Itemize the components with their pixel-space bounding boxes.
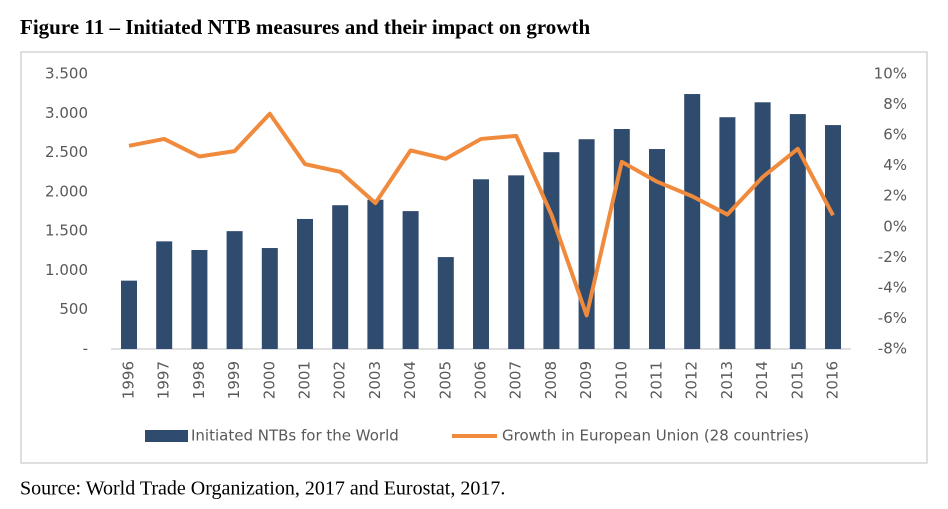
bar <box>191 250 208 349</box>
x-tick-label: 2008 <box>542 361 560 399</box>
y-tick-label: 1.000 <box>45 261 88 279</box>
bar <box>508 175 525 349</box>
legend-swatch <box>145 430 188 442</box>
bar <box>649 149 665 349</box>
legend-label: Initiated NTBs for the World <box>191 427 399 445</box>
bar <box>754 102 771 350</box>
chart-title: Figure 11 – Initiated NTB measures and t… <box>20 15 590 39</box>
x-tick-label: 2011 <box>648 361 666 399</box>
bar <box>473 179 489 349</box>
x-tick-label: 1997 <box>155 361 173 399</box>
y2-tick-label: 8% <box>883 95 907 113</box>
bar <box>156 241 173 349</box>
x-tick-label: 2010 <box>612 361 630 399</box>
bar <box>261 248 278 349</box>
x-tick-label: 2007 <box>507 361 525 399</box>
x-tick-label: 2014 <box>753 361 771 399</box>
x-tick-label: 2016 <box>824 361 842 399</box>
bar <box>332 205 349 349</box>
x-tick-label: 1998 <box>190 361 208 399</box>
bar <box>719 117 736 349</box>
y2-tick-label: 10% <box>874 65 907 83</box>
x-tick-label: 2006 <box>472 361 490 399</box>
y-tick-label: 2.000 <box>45 182 88 200</box>
y-tick-label: 3.000 <box>45 104 88 122</box>
y2-tick-label: 0% <box>883 217 907 235</box>
chart-frame <box>20 51 928 464</box>
bar <box>402 211 419 349</box>
bar <box>825 125 841 349</box>
bar <box>367 199 384 349</box>
bar <box>297 218 313 349</box>
bar <box>789 114 806 349</box>
y2-tick-label: -4% <box>878 278 907 296</box>
y2-tick-label: 6% <box>883 126 907 144</box>
x-tick-label: 2001 <box>296 361 314 399</box>
y-tick-label: - <box>83 340 88 358</box>
bar <box>226 231 243 349</box>
source-note: Source: World Trade Organization, 2017 a… <box>20 478 505 500</box>
y-tick-label: 3.500 <box>45 65 88 83</box>
x-tick-label: 2015 <box>788 361 806 399</box>
x-tick-label: 1999 <box>225 361 243 399</box>
bar <box>437 257 454 349</box>
y-tick-label: 2.500 <box>45 143 88 161</box>
x-tick-label: 2000 <box>260 361 278 399</box>
y2-tick-label: 2% <box>883 187 907 205</box>
y-tick-label: 500 <box>59 300 88 318</box>
x-tick-label: 1996 <box>120 361 138 399</box>
bar <box>543 152 560 349</box>
y2-tick-label: 4% <box>883 156 907 174</box>
bar <box>578 139 595 349</box>
x-tick-label: 2004 <box>401 361 419 399</box>
y2-tick-label: -6% <box>878 309 907 327</box>
y2-tick-label: -8% <box>878 340 907 358</box>
y-tick-label: 1.500 <box>45 222 88 240</box>
legend-label: Growth in European Union (28 countries) <box>502 427 809 445</box>
x-tick-label: 2005 <box>436 361 454 399</box>
bar <box>121 280 137 349</box>
bar <box>684 94 701 350</box>
y2-tick-label: -2% <box>878 248 907 266</box>
x-tick-label: 2013 <box>718 361 736 399</box>
x-tick-label: 2009 <box>577 361 595 399</box>
x-tick-label: 2002 <box>331 361 349 399</box>
x-tick-label: 2003 <box>366 361 384 399</box>
line <box>128 111 835 318</box>
x-tick-label: 2012 <box>683 361 701 399</box>
